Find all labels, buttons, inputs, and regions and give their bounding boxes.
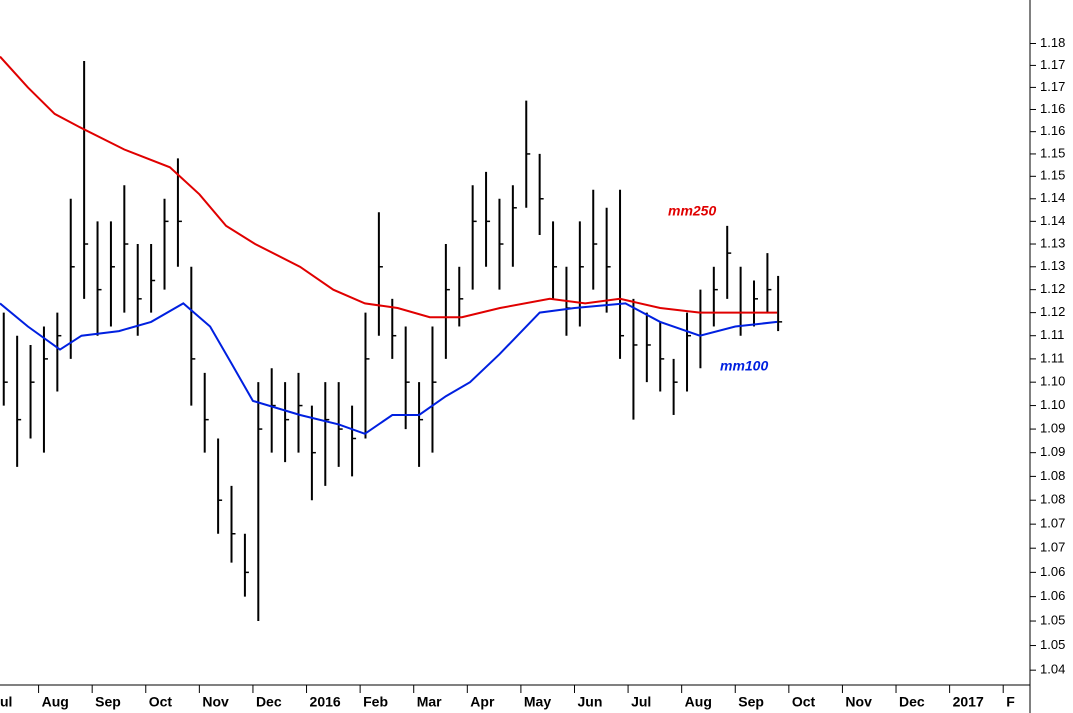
y-tick-label: 1.15 (1040, 145, 1065, 160)
x-tick-label: Feb (363, 694, 388, 710)
x-tick-label: 2017 (953, 694, 984, 710)
x-tick-label: F (1006, 694, 1015, 710)
y-tick-label: 1.14 (1040, 213, 1065, 228)
y-tick-label: 1.14 (1040, 190, 1065, 205)
x-tick-label: Nov (202, 694, 229, 710)
y-tick-label: 1.05 (1040, 612, 1065, 627)
y-tick-label: 1.08 (1040, 492, 1065, 507)
y-tick-label: 1.15 (1040, 168, 1065, 183)
y-tick-label: 1.10 (1040, 397, 1065, 412)
y-tick-label: 1.12 (1040, 304, 1065, 319)
x-tick-label: Oct (149, 694, 173, 710)
moving-average-line (0, 55, 778, 319)
y-tick-label: 1.09 (1040, 421, 1065, 436)
y-tick-label: 1.16 (1040, 101, 1065, 116)
y-tick-label: 1.12 (1040, 281, 1065, 296)
series-label: mm100 (720, 358, 768, 374)
y-tick-label: 1.13 (1040, 258, 1065, 273)
y-tick-label: 1.07 (1040, 540, 1065, 555)
y-tick-label: 1.08 (1040, 468, 1065, 483)
y-tick-label: 1.06 (1040, 588, 1065, 603)
y-tick-label: 1.10 (1040, 374, 1065, 389)
x-tick-label: Sep (95, 694, 121, 710)
y-tick-label: 1.16 (1040, 123, 1065, 138)
series-label: mm250 (668, 203, 716, 219)
x-tick-label: 2016 (310, 694, 341, 710)
y-tick-label: 1.07 (1040, 516, 1065, 531)
y-tick-label: 1.05 (1040, 637, 1065, 652)
y-tick-label: 1.18 (1040, 35, 1065, 50)
y-tick-label: 1.13 (1040, 235, 1065, 250)
y-tick-label: 1.04 (1040, 662, 1065, 677)
x-tick-label: Oct (792, 694, 816, 710)
y-tick-label: 1.11 (1040, 327, 1064, 342)
moving-average-line (0, 302, 778, 435)
x-tick-label: Mar (417, 694, 442, 710)
x-tick-label: Jun (577, 694, 602, 710)
x-tick-label: Dec (256, 694, 282, 710)
y-tick-label: 1.17 (1040, 57, 1065, 72)
x-tick-label: Nov (845, 694, 872, 710)
y-tick-label: 1.11 (1040, 350, 1064, 365)
x-tick-label: Jul (631, 694, 651, 710)
y-tick-label: 1.17 (1040, 79, 1065, 94)
y-tick-label: 1.06 (1040, 564, 1065, 579)
x-tick-label: Dec (899, 694, 925, 710)
x-tick-label: ul (0, 694, 12, 710)
x-tick-label: Aug (685, 694, 712, 710)
x-tick-label: Sep (738, 694, 764, 710)
x-tick-label: Aug (42, 694, 69, 710)
x-tick-label: May (524, 694, 551, 710)
y-tick-label: 1.09 (1040, 444, 1065, 459)
x-tick-label: Apr (470, 694, 495, 710)
